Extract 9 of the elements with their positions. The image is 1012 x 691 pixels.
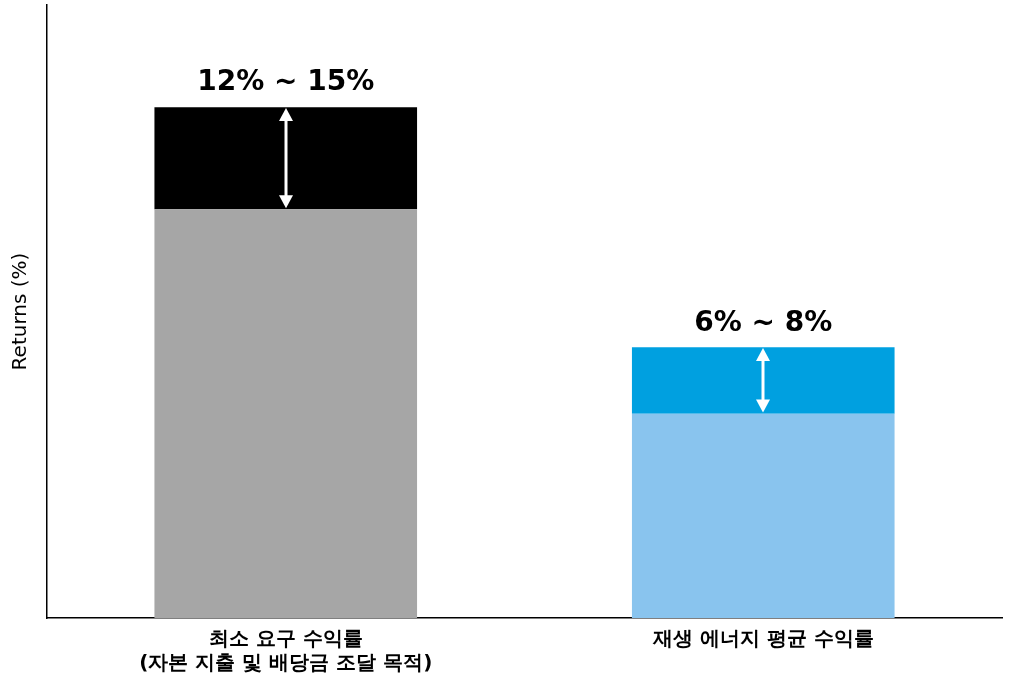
- x-tick-label: 최소 요구 수익률 (자본 지출 및 배당금 조달 목적): [139, 626, 433, 675]
- annotation: 6% ~ 8%: [694, 304, 833, 338]
- bar: [154, 107, 418, 210]
- x-tick-label: 재생 에너지 평균 수익률: [651, 626, 874, 651]
- bar: [154, 209, 418, 618]
- annotation: 12% ~ 15%: [197, 64, 375, 98]
- bar: [631, 347, 895, 414]
- y-axis-title: Returns (%): [7, 252, 32, 371]
- bar: [631, 413, 895, 618]
